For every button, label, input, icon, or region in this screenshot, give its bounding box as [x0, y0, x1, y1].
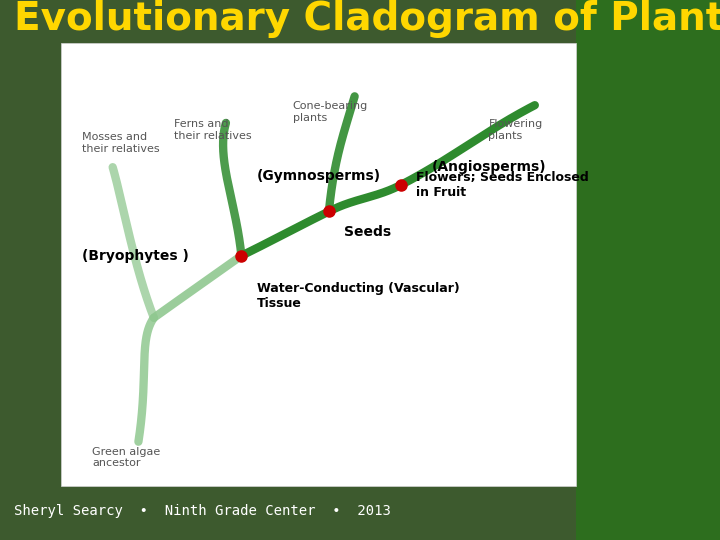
Text: (Angiosperms): (Angiosperms)	[432, 160, 546, 174]
FancyBboxPatch shape	[61, 43, 576, 486]
Text: Water-Conducting (Vascular)
Tissue: Water-Conducting (Vascular) Tissue	[257, 282, 459, 310]
Text: Cone-bearing
plants: Cone-bearing plants	[293, 102, 368, 123]
Text: (Bryophytes ): (Bryophytes )	[82, 249, 189, 263]
Text: Flowers; Seeds Enclosed
in Fruit: Flowers; Seeds Enclosed in Fruit	[416, 171, 589, 199]
Text: Green algae
ancestor: Green algae ancestor	[92, 447, 161, 468]
Text: Flowering
plants: Flowering plants	[488, 119, 543, 140]
Text: Mosses and
their relatives: Mosses and their relatives	[82, 132, 159, 154]
FancyBboxPatch shape	[576, 0, 720, 540]
Text: Ferns and
their relatives: Ferns and their relatives	[174, 119, 252, 140]
Text: Evolutionary Cladogram of Plants: Evolutionary Cladogram of Plants	[14, 0, 720, 38]
Text: Seeds: Seeds	[344, 225, 392, 239]
Text: (Gymnosperms): (Gymnosperms)	[257, 169, 381, 183]
Text: Sheryl Searcy  •  Ninth Grade Center  •  2013: Sheryl Searcy • Ninth Grade Center • 201…	[14, 504, 391, 518]
